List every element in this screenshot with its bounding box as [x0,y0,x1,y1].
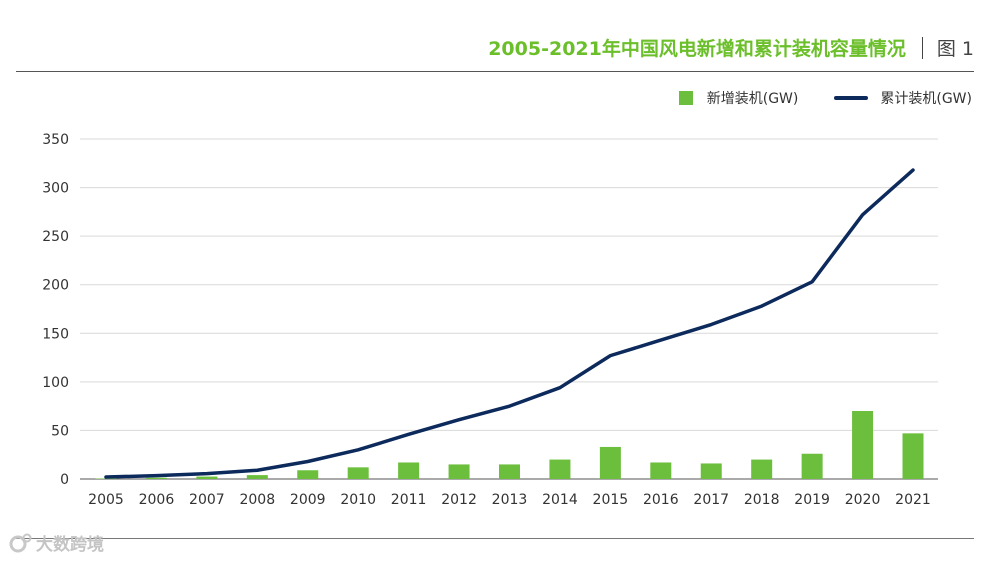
bar-2021 [902,433,924,479]
x-tick-label-2005: 2005 [88,492,124,508]
y-axis-ticks: 0 50 100 150 200 250 300 350 [42,132,69,488]
bar-2019 [801,453,823,479]
x-tick-label-2019: 2019 [794,492,830,508]
x-tick-label-2016: 2016 [643,492,679,508]
bar-2015 [599,446,621,479]
x-tick-label-2018: 2018 [744,492,780,508]
bar-2009 [297,470,319,479]
x-tick-label-2008: 2008 [239,492,275,508]
bar-2013 [499,464,520,479]
chart-legend: 新增装机(GW) 累计装机(GW) [678,88,972,108]
y-tick-label-250: 250 [42,229,69,245]
legend-bar-label: 新增装机(GW) [706,91,799,107]
bar-2007 [196,476,218,479]
bar-2006 [145,477,167,479]
bar-2020 [852,411,874,479]
bar-2018 [751,459,773,479]
y-tick-label-350: 350 [42,132,69,148]
legend-line-swatch [834,96,869,100]
x-tick-label-2014: 2014 [542,492,578,508]
legend-line-label: 累计装机(GW) [880,91,972,107]
y-tick-label-100: 100 [42,375,69,391]
bar-2016 [650,462,672,479]
watermark-logo-icon [9,533,32,552]
x-tick-label-2006: 2006 [139,492,175,508]
bar-2010 [347,467,369,479]
figure-label: 图 1 [936,38,974,60]
y-tick-label-200: 200 [42,278,69,294]
chart-title: 2005-2021年中国风电新增和累计装机容量情况 [488,38,906,60]
bar-2011 [398,462,420,479]
x-tick-label-2011: 2011 [391,492,427,508]
bar-2014 [549,459,571,479]
chart-header: 2005-2021年中国风电新增和累计装机容量情况 图 1 [488,34,974,61]
x-tick-label-2017: 2017 [693,492,729,508]
x-tick-label-2015: 2015 [593,492,629,508]
x-tick-label-2010: 2010 [340,492,376,508]
y-tick-label-300: 300 [42,181,69,197]
line-series [104,168,915,479]
x-tick-label-2013: 2013 [492,492,528,508]
legend-bar-swatch [678,91,693,105]
x-tick-label-2020: 2020 [845,492,881,508]
top-rule [16,71,974,72]
bar-2017 [700,463,722,479]
bar-2008 [246,475,268,479]
x-tick-label-2007: 2007 [189,492,225,508]
legend-item-line: 累计装机(GW) [834,88,972,108]
watermark: 大数跨境 [8,530,104,555]
x-tick-label-2012: 2012 [441,492,477,508]
legend-item-bar: 新增装机(GW) [678,88,799,108]
x-tick-label-2021: 2021 [895,492,931,508]
cumulative-line [104,168,915,479]
watermark-text: 大数跨境 [36,535,104,555]
bar-series [95,411,924,479]
title-separator [921,36,923,59]
y-tick-label-0: 0 [60,472,69,488]
bar-2012 [448,464,470,479]
y-tick-label-50: 50 [51,423,69,439]
x-tick-label-2009: 2009 [290,492,326,508]
grid-lines [80,138,938,480]
bottom-rule [16,538,974,539]
x-axis-ticks: 2005 2006 2007 2008 2009 2010 2011 2012 2013 2014… [88,492,931,508]
y-tick-label-150: 150 [42,326,69,342]
